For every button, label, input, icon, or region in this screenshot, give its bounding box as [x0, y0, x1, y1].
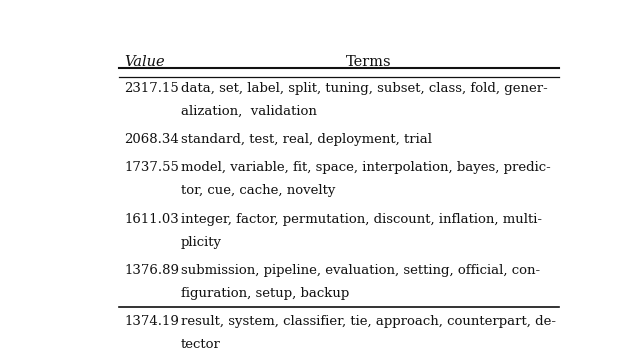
- Text: 2068.34: 2068.34: [124, 133, 179, 146]
- Text: Terms: Terms: [346, 55, 392, 69]
- Text: 1374.19: 1374.19: [124, 315, 179, 328]
- Text: figuration, setup, backup: figuration, setup, backup: [181, 287, 350, 300]
- Text: plicity: plicity: [181, 236, 222, 249]
- Text: tor, cue, cache, novelty: tor, cue, cache, novelty: [181, 184, 336, 198]
- Text: 1376.89: 1376.89: [124, 264, 179, 277]
- Text: result, system, classifier, tie, approach, counterpart, de-: result, system, classifier, tie, approac…: [181, 315, 556, 328]
- Text: 1611.03: 1611.03: [124, 212, 179, 225]
- Text: submission, pipeline, evaluation, setting, official, con-: submission, pipeline, evaluation, settin…: [181, 264, 540, 277]
- Text: tector: tector: [181, 338, 221, 351]
- Text: standard, test, real, deployment, trial: standard, test, real, deployment, trial: [181, 133, 432, 146]
- Text: data, set, label, split, tuning, subset, class, fold, gener-: data, set, label, split, tuning, subset,…: [181, 82, 548, 95]
- Text: model, variable, fit, space, interpolation, bayes, predic-: model, variable, fit, space, interpolati…: [181, 161, 551, 174]
- Text: integer, factor, permutation, discount, inflation, multi-: integer, factor, permutation, discount, …: [181, 212, 542, 225]
- Text: alization,  validation: alization, validation: [181, 105, 317, 118]
- Text: 2317.15: 2317.15: [124, 82, 179, 95]
- Text: 1737.55: 1737.55: [124, 161, 179, 174]
- Text: Value: Value: [124, 55, 165, 69]
